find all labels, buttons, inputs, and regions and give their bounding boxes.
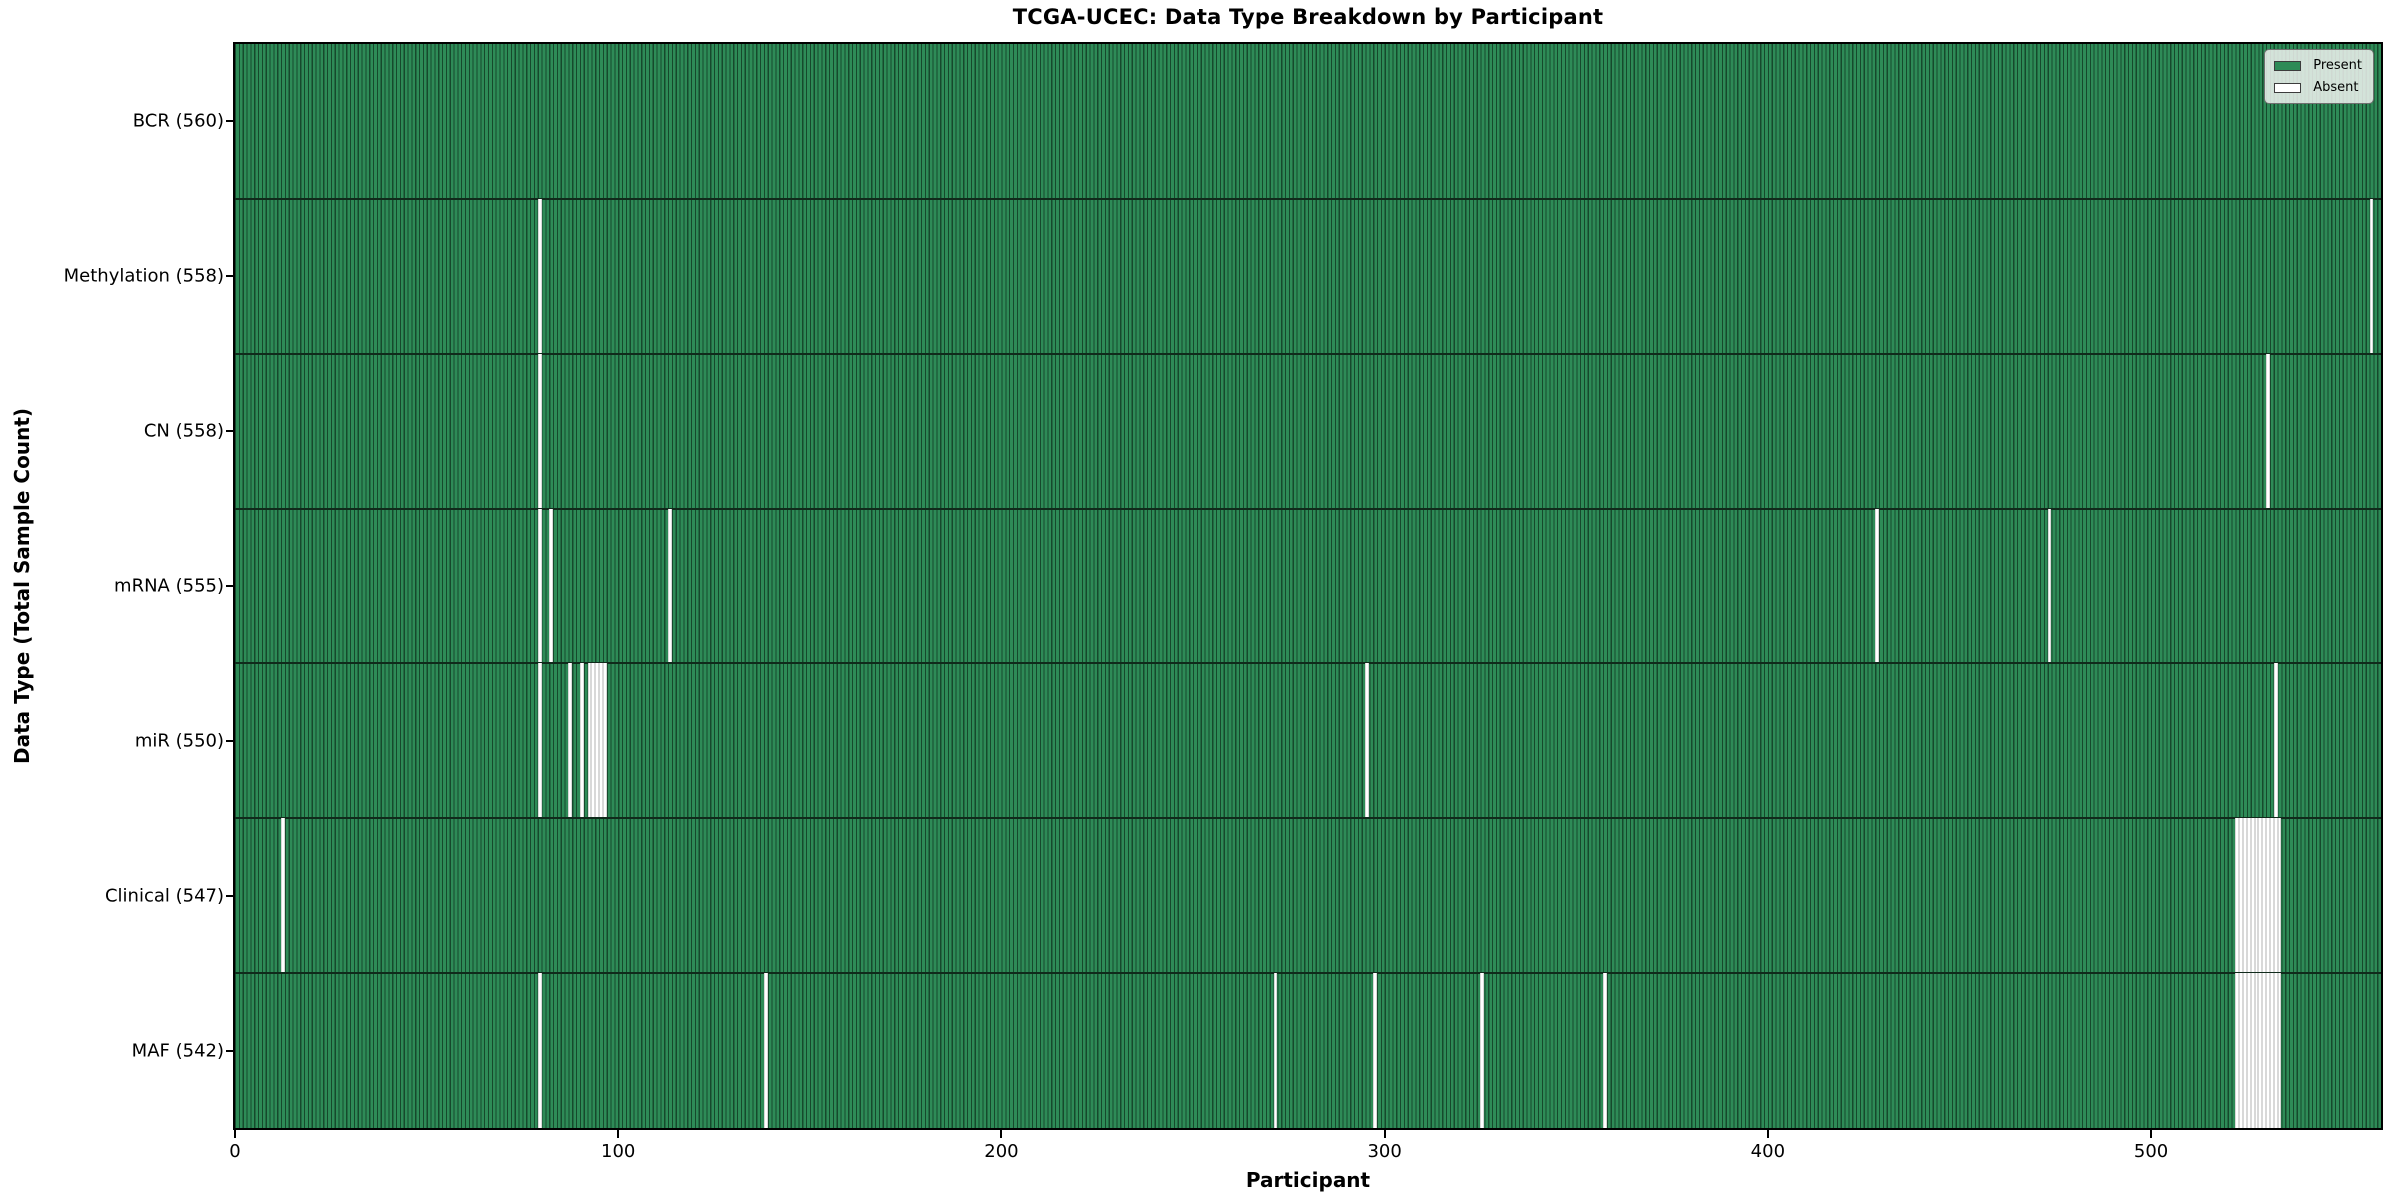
absent-mark-Clinical-524 — [2243, 818, 2247, 974]
legend-label-absent: Absent — [2313, 80, 2359, 95]
x-tick-label: 400 — [1750, 1141, 1786, 1162]
x-tick-label: 200 — [984, 1141, 1019, 1162]
absent-mark-MAF-531 — [2269, 973, 2274, 1128]
legend-label-present: Present — [2313, 58, 2362, 73]
absent-mark-Clinical-528 — [2258, 818, 2263, 974]
row-divider — [235, 662, 2381, 665]
x-tick-mark — [1383, 1130, 1386, 1138]
absent-mark-miR-95 — [599, 663, 603, 819]
absent-mark-Clinical-530 — [2266, 818, 2270, 974]
absent-mark-Clinical-525 — [2246, 818, 2251, 974]
absent-mark-miR-90 — [579, 663, 584, 819]
y-tick-mark — [226, 894, 233, 897]
absent-mark-Clinical-12 — [280, 818, 285, 974]
absent-mark-Clinical-529 — [2262, 818, 2267, 974]
absent-mark-Methylation-557 — [2369, 198, 2374, 354]
row-divider — [235, 197, 2381, 200]
y-tick-mark — [226, 430, 233, 433]
absent-mark-MAF-526 — [2250, 973, 2255, 1128]
absent-mark-MAF-530 — [2266, 973, 2270, 1128]
row-divider — [235, 352, 2381, 355]
absent-mark-MAF-532 — [2273, 973, 2278, 1128]
absent-mark-MAF-524 — [2243, 973, 2247, 1128]
absent-mark-Clinical-533 — [2277, 818, 2282, 974]
absent-mark-mRNA-113 — [668, 508, 672, 664]
x-tick-mark — [617, 1130, 620, 1138]
absent-mark-MAF-297 — [1373, 973, 1377, 1128]
x-tick-label: 300 — [1367, 1141, 1402, 1162]
y-tick-label-CN: CN (558) — [143, 420, 224, 442]
x-tick-mark — [2150, 1130, 2153, 1138]
present-swatch-icon — [2274, 60, 2302, 71]
absent-mark-Clinical-523 — [2239, 818, 2244, 974]
absent-mark-MAF-522 — [2235, 973, 2240, 1128]
absent-mark-Clinical-527 — [2254, 818, 2259, 974]
absent-mark-mRNA-79 — [537, 508, 542, 664]
absent-mark-mRNA-82 — [549, 508, 554, 664]
y-tick-label-MAF: MAF (542) — [131, 1040, 224, 1062]
absent-mark-mRNA-428 — [1875, 508, 1879, 664]
absent-mark-MAF-529 — [2262, 973, 2267, 1128]
absent-mark-Clinical-532 — [2273, 818, 2278, 974]
row-divider — [235, 972, 2381, 975]
absent-mark-Clinical-531 — [2269, 818, 2274, 974]
chart-title: TCGA-UCEC: Data Type Breakdown by Partic… — [1012, 5, 1604, 29]
absent-mark-CN-530 — [2266, 353, 2270, 509]
absent-mark-MAF-523 — [2239, 973, 2244, 1128]
absent-swatch-icon — [2274, 82, 2302, 93]
x-tick-mark — [1766, 1130, 1769, 1138]
absent-mark-Clinical-522 — [2235, 818, 2240, 974]
x-tick-label: 100 — [601, 1141, 636, 1162]
x-tick-mark — [1000, 1130, 1003, 1138]
absent-mark-MAF-325 — [1480, 973, 1485, 1128]
x-tick-label: 500 — [2133, 1141, 2169, 1162]
absent-mark-miR-92 — [587, 663, 592, 819]
y-tick-label-Methylation: Methylation (558) — [63, 265, 224, 287]
y-tick-label-mRNA: mRNA (555) — [114, 575, 224, 597]
legend: Present Absent — [2264, 49, 2374, 104]
absent-mark-mRNA-473 — [2047, 508, 2052, 664]
legend-item-present: Present — [2274, 58, 2362, 73]
absent-mark-miR-79 — [537, 663, 542, 819]
y-tick-mark — [226, 1049, 233, 1052]
absent-mark-MAF-79 — [537, 973, 542, 1128]
absent-mark-miR-532 — [2273, 663, 2278, 819]
absent-mark-miR-94 — [595, 663, 600, 819]
absent-mark-MAF-271 — [1273, 973, 1278, 1128]
absent-mark-MAF-528 — [2258, 973, 2263, 1128]
row-divider — [235, 817, 2381, 820]
absent-mark-MAF-525 — [2246, 973, 2251, 1128]
row-divider — [235, 507, 2381, 510]
y-tick-mark — [226, 585, 233, 587]
absent-mark-Methylation-79 — [537, 198, 542, 354]
y-tick-label-BCR: BCR (560) — [132, 110, 224, 132]
y-tick-mark — [226, 275, 233, 278]
absent-mark-MAF-533 — [2277, 973, 2282, 1128]
y-tick-mark — [226, 739, 233, 742]
plot-area: Present Absent — [233, 42, 2383, 1130]
x-tick-label: 0 — [229, 1141, 241, 1162]
absent-mark-miR-87 — [568, 663, 573, 819]
absent-mark-miR-295 — [1365, 663, 1370, 819]
absent-mark-CN-79 — [537, 353, 542, 509]
absent-mark-Clinical-526 — [2250, 818, 2255, 974]
y-tick-label-miR: miR (550) — [134, 730, 224, 752]
x-axis-label: Participant — [1245, 1168, 1371, 1192]
absent-mark-MAF-138 — [763, 973, 768, 1128]
legend-item-absent: Absent — [2274, 80, 2362, 95]
x-tick-mark — [234, 1130, 236, 1138]
absent-mark-MAF-357 — [1603, 973, 1607, 1128]
absent-mark-MAF-527 — [2254, 973, 2259, 1128]
absent-mark-miR-93 — [591, 663, 596, 819]
y-tick-mark — [226, 120, 233, 123]
y-tick-label-Clinical: Clinical (547) — [104, 885, 224, 907]
absent-mark-miR-96 — [602, 663, 607, 819]
